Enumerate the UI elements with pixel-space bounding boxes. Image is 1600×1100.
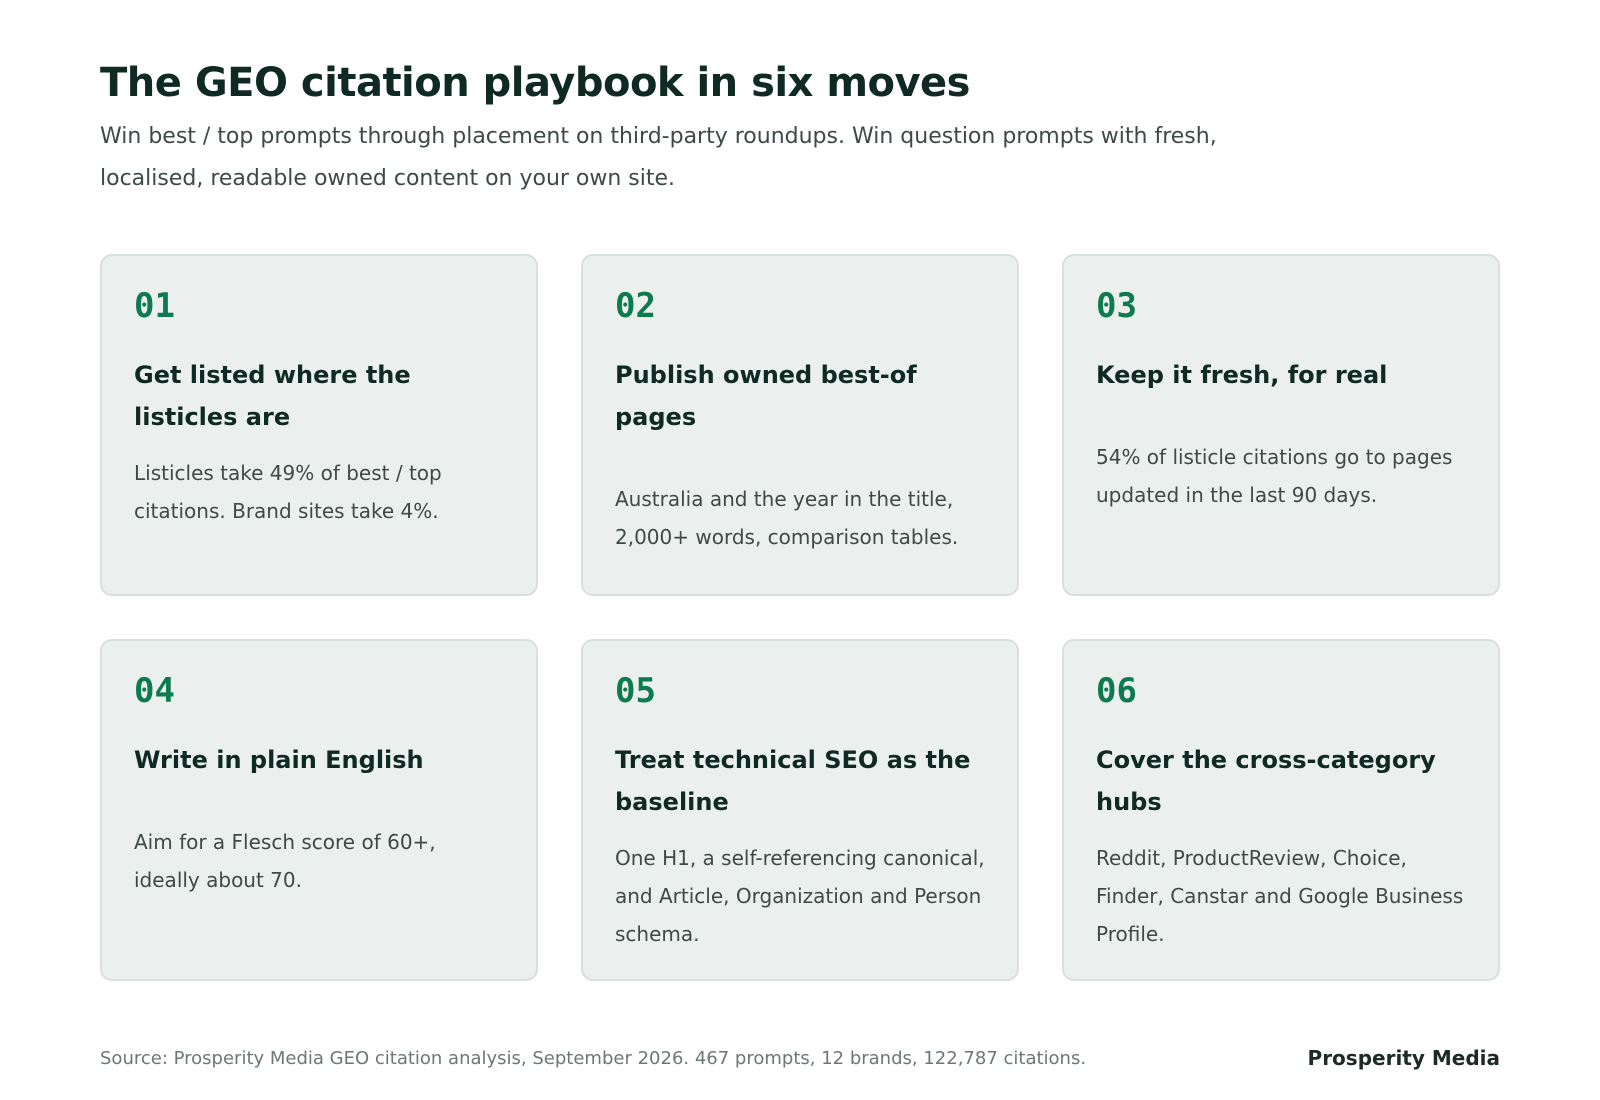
source-note: Source: Prosperity Media GEO citation an… [100, 1048, 1087, 1069]
move-card-2: 02 Publish owned best-of pages Australia… [581, 254, 1019, 596]
move-number: 04 [134, 671, 175, 711]
move-title: Publish owned best-of pages [615, 361, 917, 431]
moves-grid: 01 Get listed where the listicles are Li… [100, 254, 1500, 981]
move-description: One H1, a self-referencing canonical, an… [615, 846, 985, 946]
move-number: 06 [1096, 671, 1137, 711]
playbook-page: The GEO citation playbook in six moves W… [100, 0, 1500, 1100]
move-description: Aim for a Flesch score of 60+, ideally a… [134, 830, 436, 892]
move-card-3: 03 Keep it fresh, for real 54% of listic… [1062, 254, 1500, 596]
page-subtitle: Win best / top prompts through placement… [100, 124, 1217, 191]
move-number: 03 [1096, 286, 1137, 326]
move-title: Treat technical SEO as the baseline [615, 746, 971, 816]
move-card-5: 05 Treat technical SEO as the baseline O… [581, 639, 1019, 981]
move-card-6: 06 Cover the cross-category hubs Reddit,… [1062, 639, 1500, 981]
move-description: 54% of listicle citations go to pages up… [1096, 445, 1453, 507]
move-title: Get listed where the listicles are [134, 361, 411, 431]
page-title: The GEO citation playbook in six moves [100, 60, 970, 106]
move-title: Write in plain English [134, 746, 424, 774]
move-card-4: 04 Write in plain English Aim for a Fles… [100, 639, 538, 981]
move-description: Australia and the year in the title, 2,0… [615, 487, 959, 549]
move-title: Cover the cross-category hubs [1096, 746, 1436, 816]
move-title: Keep it fresh, for real [1096, 361, 1388, 389]
brand-wordmark: Prosperity Media [1307, 1046, 1500, 1070]
move-number: 01 [134, 286, 175, 326]
move-description: Reddit, ProductReview, Choice, Finder, C… [1096, 846, 1464, 946]
move-number: 02 [615, 286, 656, 326]
move-number: 05 [615, 671, 656, 711]
move-description: Listicles take 49% of best / top citatio… [134, 461, 442, 523]
move-card-1: 01 Get listed where the listicles are Li… [100, 254, 538, 596]
